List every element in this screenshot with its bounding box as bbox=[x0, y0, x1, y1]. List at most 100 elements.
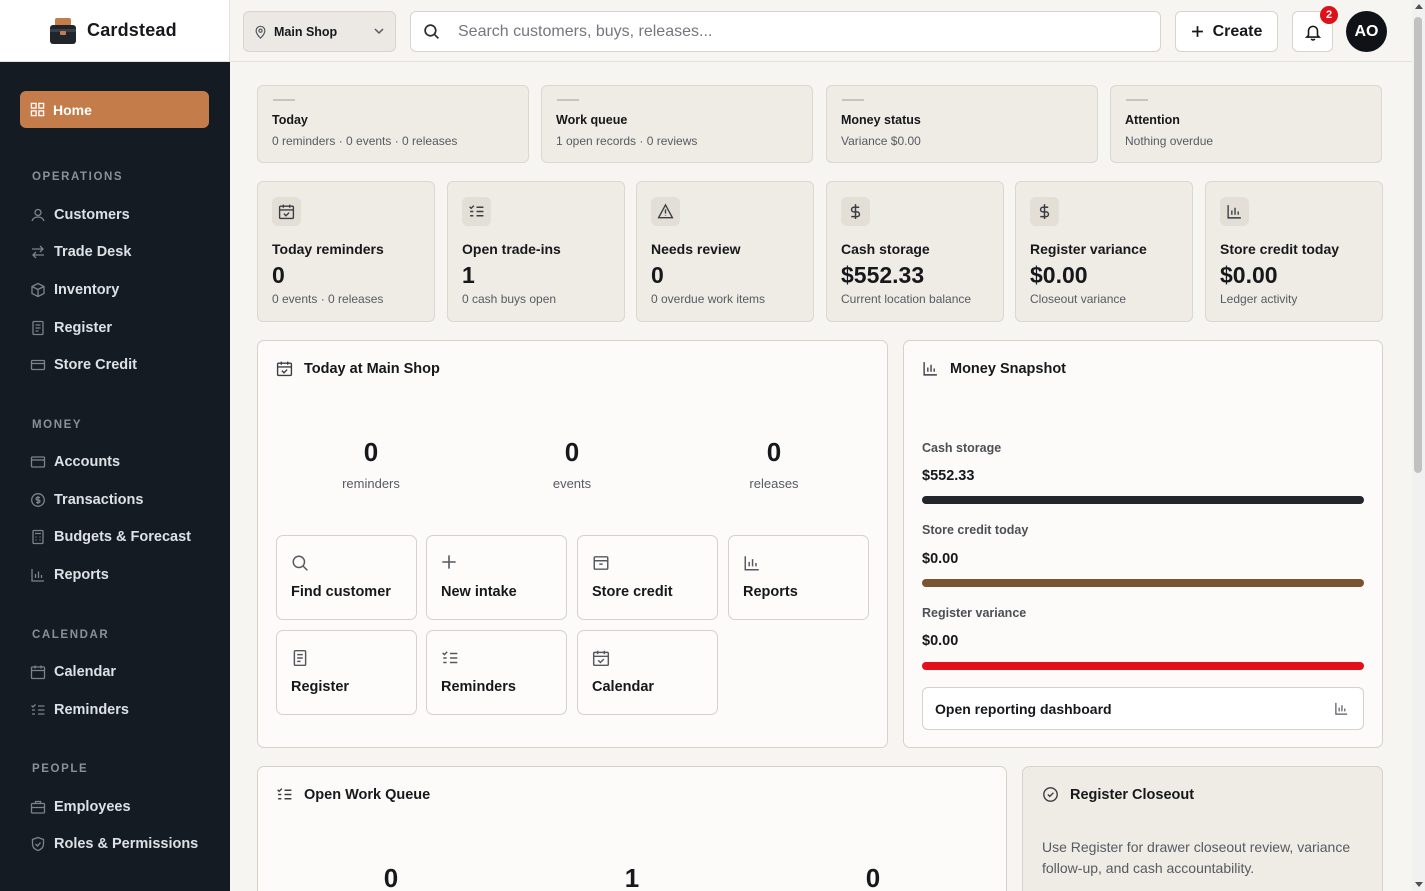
brand-header[interactable]: Cardstead bbox=[0, 0, 230, 62]
kpi-value: 0 bbox=[651, 262, 664, 288]
sidebar-item-home[interactable]: Home bbox=[20, 91, 209, 128]
summary-sub: Nothing overdue bbox=[1125, 134, 1214, 148]
kpi-label: Needs review bbox=[651, 241, 741, 257]
money-value: $0.00 bbox=[922, 633, 959, 649]
summary-sub: Variance $0.00 bbox=[841, 134, 921, 148]
check-circle-icon bbox=[1043, 787, 1058, 802]
count-releases: 0 releases bbox=[749, 437, 799, 491]
kpi-card-today-reminders[interactable]: Today reminders 0 0 events · 0 releases bbox=[257, 181, 435, 322]
calendar-check-icon bbox=[276, 361, 293, 377]
panel-title: Open Work Queue bbox=[304, 786, 431, 803]
location-select[interactable]: Main Shop bbox=[243, 11, 396, 52]
scroll-down-arrow[interactable] bbox=[1415, 882, 1423, 887]
create-button[interactable]: Create bbox=[1175, 11, 1278, 52]
sidebar-item-trade-desk[interactable]: Trade Desk bbox=[30, 244, 131, 260]
new-intake-button[interactable]: New intake bbox=[426, 535, 567, 620]
kpi-sub: 0 overdue work items bbox=[651, 292, 766, 306]
receipt-icon bbox=[32, 320, 44, 336]
kpi-card-register-variance[interactable]: Register variance $0.00 Closeout varianc… bbox=[1015, 181, 1193, 322]
sidebar-item-label: Budgets & Forecast bbox=[54, 529, 191, 545]
sidebar-section-title: CALENDAR bbox=[32, 629, 110, 641]
panel-header: Money Snapshot bbox=[922, 360, 1066, 377]
register-variance-bar bbox=[922, 662, 1364, 670]
sidebar-item-label: Trade Desk bbox=[54, 244, 132, 260]
summary-card-today[interactable]: Today 0 reminders · 0 events · 0 release… bbox=[257, 85, 529, 163]
coin-icon bbox=[31, 493, 45, 507]
sidebar-item-label: Roles & Permissions bbox=[54, 836, 199, 852]
sidebar-item-employees[interactable]: Employees bbox=[30, 799, 131, 815]
scrollbar[interactable] bbox=[1412, 0, 1425, 891]
sidebar-item-calendar[interactable]: Calendar bbox=[30, 664, 116, 680]
sidebar-item-label: Register bbox=[54, 320, 113, 336]
summary-title: Attention bbox=[1125, 113, 1180, 127]
calendar-button[interactable]: Calendar bbox=[577, 630, 718, 715]
search-placeholder: Search customers, buys, releases... bbox=[458, 22, 713, 40]
panel-title: Money Snapshot bbox=[950, 360, 1067, 377]
sidebar-item-customers[interactable]: Customers bbox=[30, 207, 130, 223]
work-queue-count: 0 bbox=[383, 863, 399, 891]
kpi-value: $0.00 bbox=[1030, 262, 1088, 288]
count-events: 0 events bbox=[552, 437, 592, 491]
sidebar-item-inventory[interactable]: Inventory bbox=[30, 282, 119, 298]
sidebar-item-accounts[interactable]: Accounts bbox=[30, 454, 120, 470]
list-check-icon bbox=[442, 651, 458, 664]
register-closeout-panel: Register Closeout Use Register for drawe… bbox=[1022, 766, 1383, 891]
kpi-card-cash-storage[interactable]: Cash storage $552.33 Current location ba… bbox=[826, 181, 1004, 322]
sidebar-item-register[interactable]: Register bbox=[30, 320, 112, 336]
avatar[interactable]: AO bbox=[1346, 11, 1387, 52]
money-label: Register variance bbox=[922, 606, 1027, 620]
sidebar-item-label: Store Credit bbox=[54, 357, 137, 373]
panel-title: Register Closeout bbox=[1070, 786, 1195, 803]
summary-title: Money status bbox=[841, 113, 921, 127]
count-reminders: 0 reminders bbox=[342, 437, 400, 491]
register-button[interactable]: Register bbox=[276, 630, 417, 715]
kpi-card-store-credit-today[interactable]: Store credit today $0.00 Ledger activity bbox=[1205, 181, 1383, 322]
kpi-card-open-trade-ins[interactable]: Open trade-ins 1 0 cash buys open bbox=[447, 181, 625, 322]
create-label: Create bbox=[1212, 22, 1263, 40]
money-value: $0.00 bbox=[922, 551, 959, 567]
panel-header: Today at Main Shop bbox=[276, 360, 440, 377]
sidebar-item-store-credit[interactable]: Store Credit bbox=[30, 357, 137, 373]
money-label: Store credit today bbox=[922, 523, 1029, 537]
sidebar-item-label: Accounts bbox=[54, 454, 121, 470]
summary-card-work-queue[interactable]: Work queue 1 open records · 0 reviews bbox=[541, 85, 813, 163]
find-customer-button[interactable]: Find customer bbox=[276, 535, 417, 620]
closeout-text: Use Register for drawer closeout review,… bbox=[1042, 839, 1351, 876]
scrollbar-thumb[interactable] bbox=[1414, 17, 1422, 473]
reminders-button[interactable]: Reminders bbox=[426, 630, 567, 715]
sidebar-item-transactions[interactable]: Transactions bbox=[30, 492, 143, 508]
sidebar-section-title: PEOPLE bbox=[32, 763, 89, 775]
summary-card-attention[interactable]: Attention Nothing overdue bbox=[1110, 85, 1382, 163]
kpi-label: Store credit today bbox=[1220, 241, 1340, 257]
logo-icon bbox=[50, 17, 76, 44]
kpi-card-needs-review[interactable]: Needs review 0 0 overdue work items bbox=[636, 181, 814, 322]
shield-icon bbox=[31, 836, 45, 852]
brand-name: Cardstead bbox=[87, 20, 177, 40]
kpi-label: Register variance bbox=[1030, 241, 1147, 257]
divider bbox=[842, 99, 864, 101]
sidebar-item-roles[interactable]: Roles & Permissions bbox=[30, 836, 198, 852]
sidebar-item-reminders[interactable]: Reminders bbox=[30, 702, 129, 718]
kpi-value: $552.33 bbox=[841, 262, 925, 288]
search-icon bbox=[424, 24, 440, 40]
panel-header: Open Work Queue bbox=[276, 786, 430, 803]
open-reporting-dashboard-button[interactable]: Open reporting dashboard bbox=[922, 687, 1364, 730]
search-input[interactable]: Search customers, buys, releases... bbox=[410, 11, 1161, 52]
plus-icon bbox=[1191, 26, 1203, 37]
bar-chart-icon bbox=[744, 556, 759, 571]
plus-icon bbox=[442, 555, 456, 569]
sidebar-item-budgets[interactable]: Budgets & Forecast bbox=[30, 529, 191, 545]
notification-badge: 2 bbox=[1320, 6, 1338, 24]
reports-button[interactable]: Reports bbox=[728, 535, 869, 620]
scroll-up-arrow[interactable] bbox=[1415, 4, 1423, 9]
sidebar-item-reports[interactable]: Reports bbox=[30, 567, 109, 583]
search-icon bbox=[292, 555, 308, 571]
chevron-down-icon bbox=[374, 28, 384, 35]
summary-card-money-status[interactable]: Money status Variance $0.00 bbox=[826, 85, 1098, 163]
list-check-icon bbox=[277, 788, 292, 800]
store-credit-button[interactable]: Store credit bbox=[577, 535, 718, 620]
bar-chart-icon bbox=[1335, 702, 1348, 715]
sidebar-item-label: Customers bbox=[54, 207, 130, 223]
panel-header: Register Closeout bbox=[1042, 786, 1194, 803]
kpi-sub: 0 events · 0 releases bbox=[272, 292, 384, 306]
